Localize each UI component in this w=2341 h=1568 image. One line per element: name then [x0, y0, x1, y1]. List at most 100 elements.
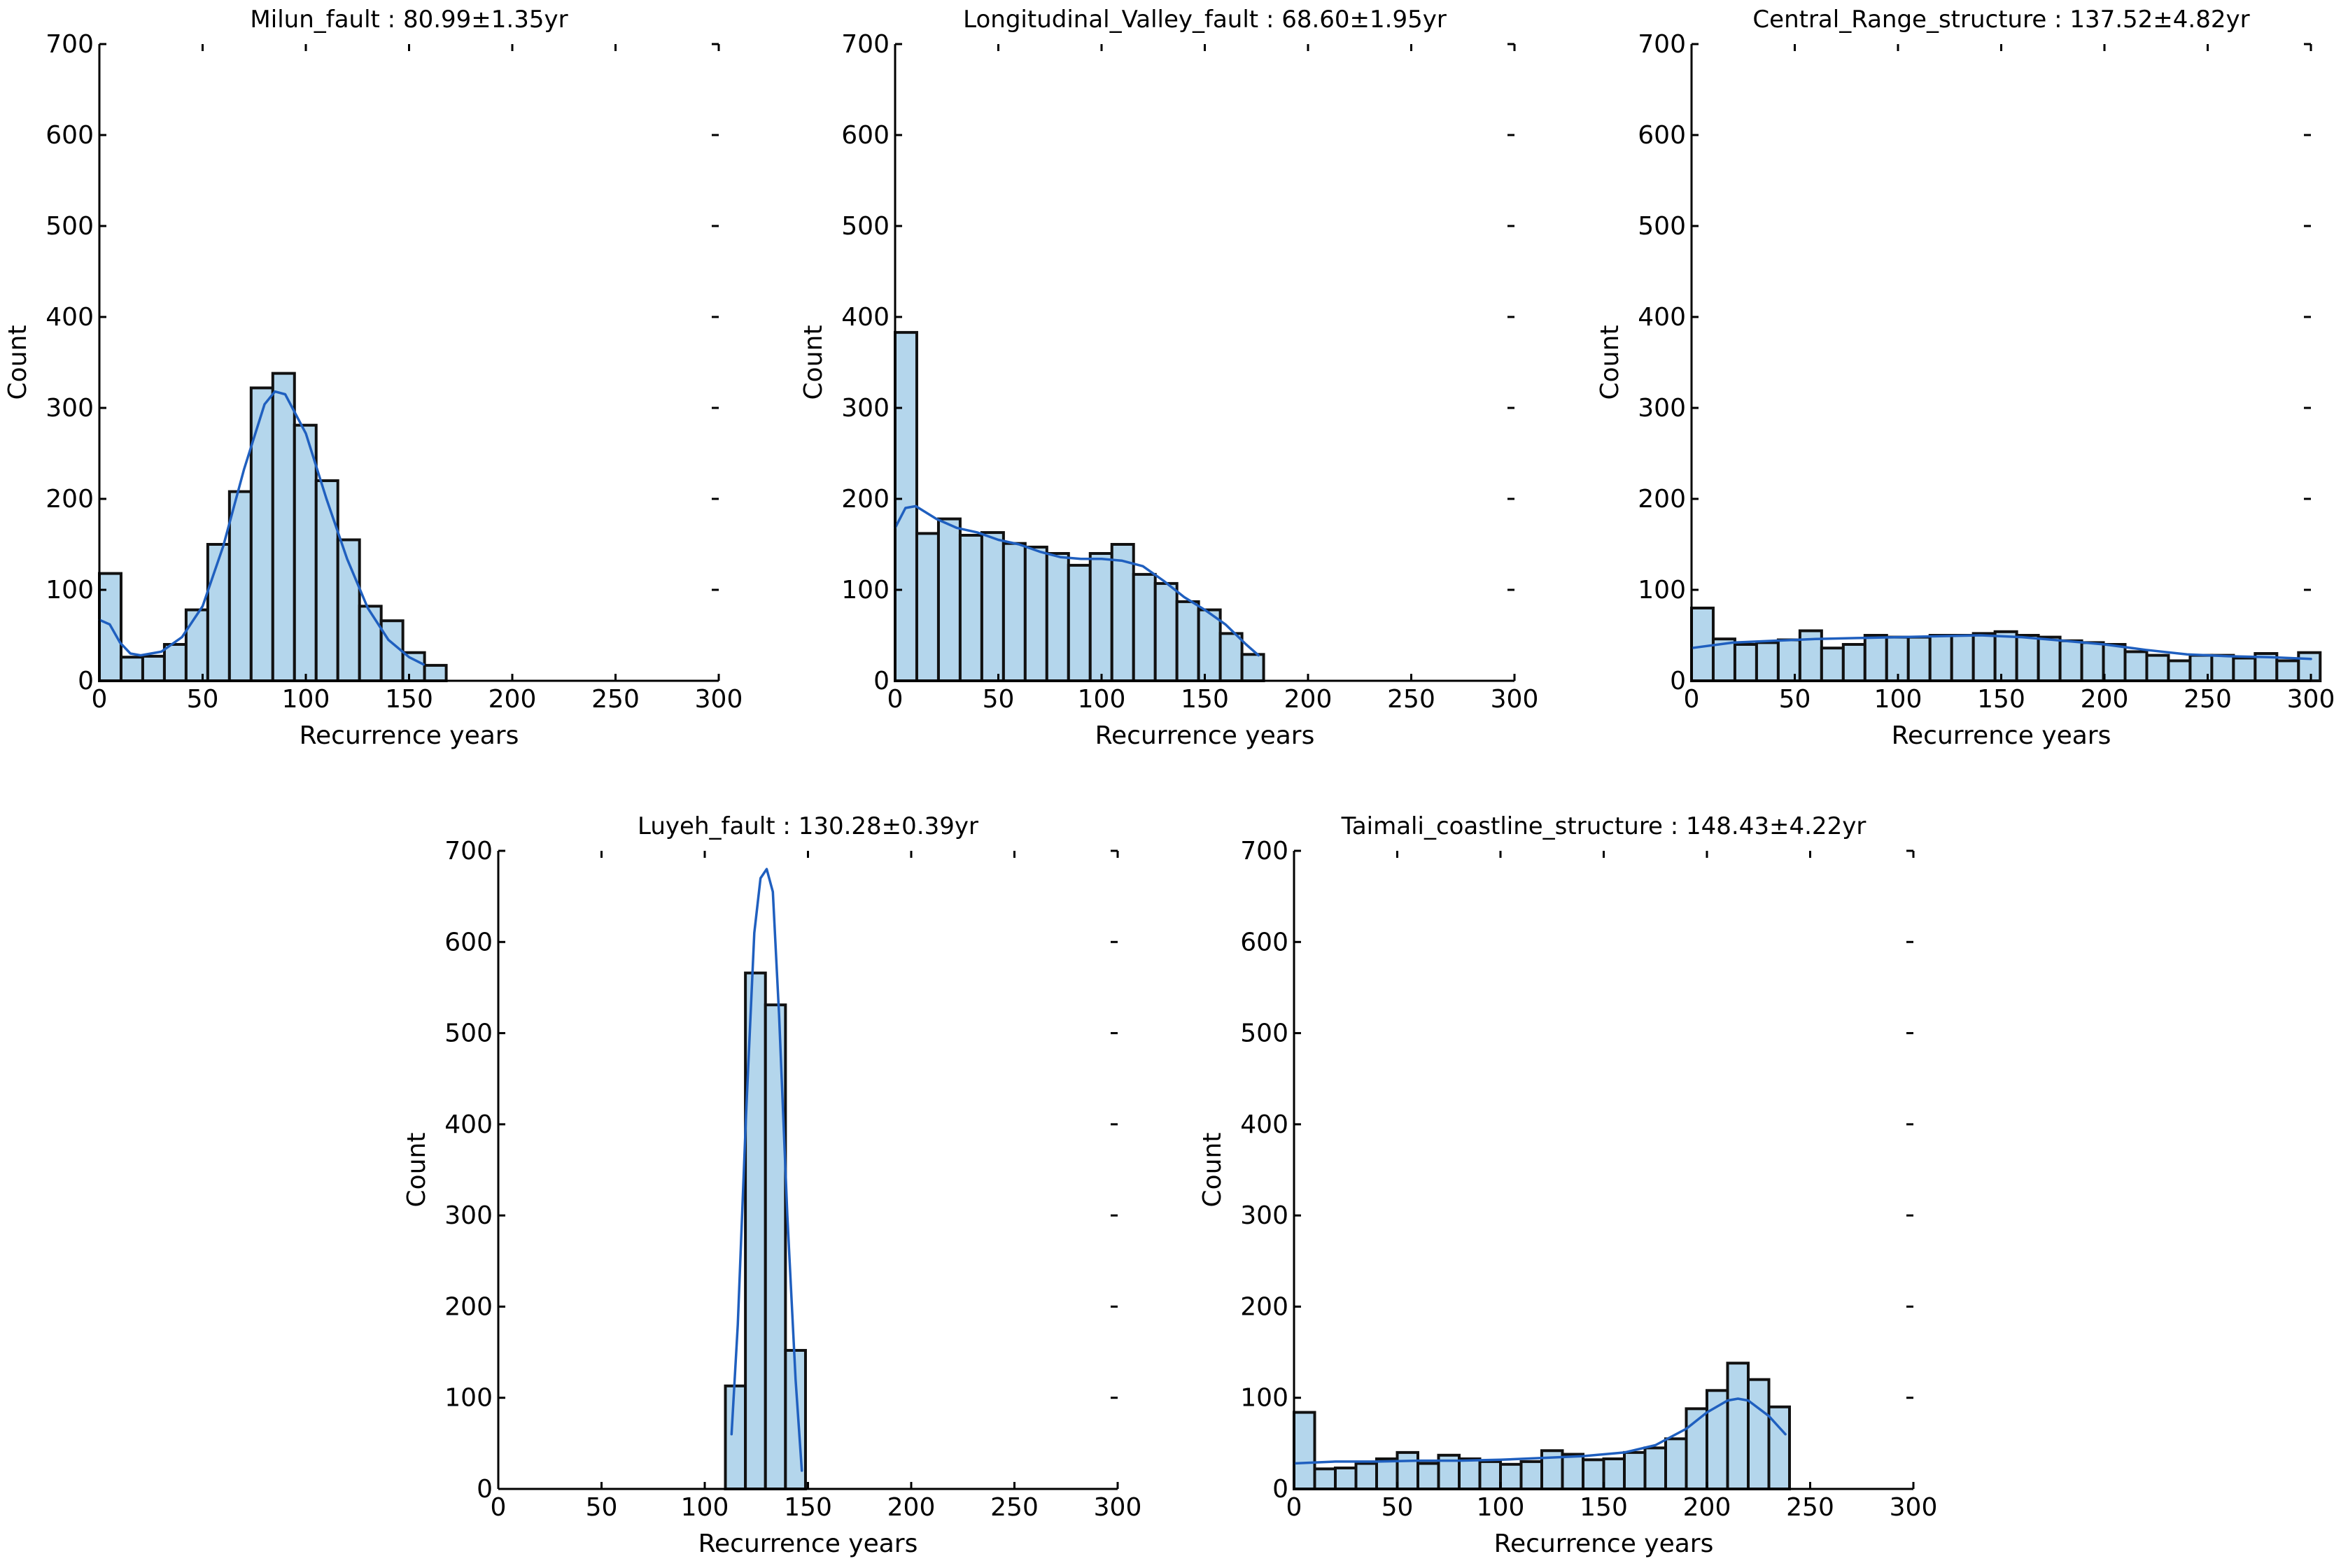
chart5-y-tick-label: 600 — [1240, 928, 1288, 956]
chart3-y-tick-label: 300 — [1638, 394, 1686, 423]
chart1-x-tick-label: 100 — [282, 685, 330, 714]
chart5-bar — [1313, 1467, 1337, 1491]
chart3-bar — [1733, 643, 1758, 682]
chart3-bar — [1950, 634, 1975, 682]
chart5-x-tick-label: 300 — [1890, 1493, 1938, 1522]
chart1-group: 0 100 200 300 400 500 600 700 0 50 100 150 200 250 300… — [3, 6, 743, 750]
chart3-y-tick-label: 600 — [1638, 121, 1686, 150]
chart5-x-tick-label: 250 — [1786, 1493, 1834, 1522]
chart2-x-tick-label: 150 — [1181, 685, 1229, 714]
chart2-x-tick-label: 100 — [1078, 685, 1126, 714]
chart4-kde-line — [730, 868, 803, 1472]
chart3-bar — [1906, 635, 1932, 682]
chart1-y-tick-label: 100 — [45, 576, 94, 605]
chart2-bar — [1218, 632, 1244, 683]
chart1-x-tick-label: 50 — [187, 685, 219, 714]
chart1-bar — [249, 386, 274, 683]
chart4-y-tick-label: 600 — [444, 928, 493, 956]
chart4-bar — [724, 1384, 747, 1490]
chart2-title: Longitudinal_Valley_fault : 68.60±1.95yr — [963, 6, 1447, 34]
chart2-bar — [1197, 608, 1222, 682]
chart3-bar — [1993, 630, 2018, 682]
chart3-y-tick-label: 200 — [1638, 485, 1686, 514]
chart2-x-tick-label: 250 — [1387, 685, 1435, 714]
chart3-bar — [1776, 638, 1801, 682]
chart3-y-tick-label: 700 — [1638, 30, 1686, 59]
chart3-bar — [2145, 654, 2170, 682]
chart4-y-tick-label: 500 — [444, 1019, 493, 1048]
chart4-y-label: Count — [402, 1133, 431, 1208]
chart1-x-tick-label: 250 — [591, 685, 640, 714]
chart3-bar — [2015, 634, 2040, 682]
chart2-kde-line — [894, 504, 1260, 657]
chart5-bar — [1519, 1460, 1543, 1491]
chart5-bar — [1664, 1437, 1688, 1490]
chart1-bar — [119, 656, 144, 683]
chart2-y-tick-label: 400 — [841, 303, 890, 332]
chart5-bar — [1458, 1457, 1482, 1490]
chart3-y-tick-label: 100 — [1638, 576, 1686, 605]
chart4-y-tick-label: 0 — [477, 1475, 493, 1504]
chart3-bar — [2123, 650, 2149, 683]
chart4-x-tick-label: 0 — [491, 1493, 507, 1522]
chart3-kde-line — [1690, 634, 2312, 661]
chart4-x-tick-label: 300 — [1094, 1493, 1142, 1522]
chart2-bar — [958, 534, 983, 682]
chart5-bar — [1623, 1450, 1647, 1491]
chart3-bar — [1820, 647, 1845, 683]
chart5-bar — [1582, 1458, 1605, 1491]
chart5-y-tick-label: 100 — [1240, 1384, 1288, 1413]
chart5-bar — [1643, 1446, 1667, 1490]
chart2-group: 0 100 200 300 400 500 600 700 0 50 100 150 200 250 300… — [799, 6, 1538, 750]
chart5-x-tick-label: 50 — [1382, 1493, 1414, 1522]
chart1-bar — [141, 654, 166, 683]
chart2-bar — [1023, 545, 1048, 683]
chart2-y-tick-label: 0 — [873, 667, 890, 695]
chart1-bar — [271, 372, 296, 682]
chart1-x-tick-label: 150 — [385, 685, 433, 714]
chart4-y-tick-label: 300 — [444, 1201, 493, 1230]
chart2-bar — [936, 517, 962, 682]
chart3-bar — [2275, 659, 2300, 683]
chart2-y-tick-label: 300 — [841, 394, 890, 423]
chart5-bar — [1747, 1378, 1771, 1490]
chart2-bar — [1045, 552, 1070, 682]
chart2-bar — [915, 532, 940, 683]
chart2-y-tick-label: 200 — [841, 485, 890, 514]
chart1-y-tick-label: 0 — [78, 667, 94, 695]
chart1-bar — [227, 490, 253, 682]
chart5-bar — [1602, 1457, 1626, 1490]
chart1-bar — [162, 643, 188, 682]
chart3-y-tick-label: 400 — [1638, 303, 1686, 332]
chart2-y-label: Count — [799, 325, 828, 400]
chart3-bar — [1755, 641, 1780, 683]
chart5-y-tick-label: 400 — [1240, 1110, 1288, 1139]
chart3-x-tick-label: 150 — [1977, 685, 2025, 714]
chart1-y-tick-label: 300 — [45, 394, 94, 423]
chart3-x-tick-label: 100 — [1874, 685, 1922, 714]
chart2-bar — [980, 531, 1005, 682]
chart5-x-label: Recurrence years — [1494, 1530, 1714, 1558]
chart5-bar — [1396, 1450, 1419, 1491]
chart4-x-tick-label: 50 — [586, 1493, 618, 1522]
chart5-y-tick-label: 300 — [1240, 1201, 1288, 1230]
chart3-bar — [2102, 643, 2127, 682]
chart5-y-tick-label: 700 — [1240, 837, 1288, 866]
chart3-y-tick-label: 0 — [1670, 667, 1686, 695]
chart2-x-tick-label: 300 — [1491, 685, 1539, 714]
chart1-title: Milun_fault : 80.99±1.35yr — [250, 6, 568, 34]
chart1-y-tick-label: 200 — [45, 485, 94, 514]
chart3-bar — [1863, 634, 1888, 682]
chart3-bar — [2167, 659, 2192, 683]
chart3-x-tick-label: 200 — [2081, 685, 2129, 714]
chart2-bar — [1067, 563, 1092, 683]
chart3-bar — [2210, 654, 2235, 682]
chart5-bar — [1354, 1462, 1378, 1491]
chart3-x-tick-label: 300 — [2287, 685, 2335, 714]
chart3-x-tick-label: 250 — [2184, 685, 2232, 714]
chart1-bar — [293, 423, 318, 682]
chart3-x-tick-label: 50 — [1779, 685, 1811, 714]
chart3-bar — [2080, 641, 2105, 683]
chart1-bar — [184, 608, 209, 682]
